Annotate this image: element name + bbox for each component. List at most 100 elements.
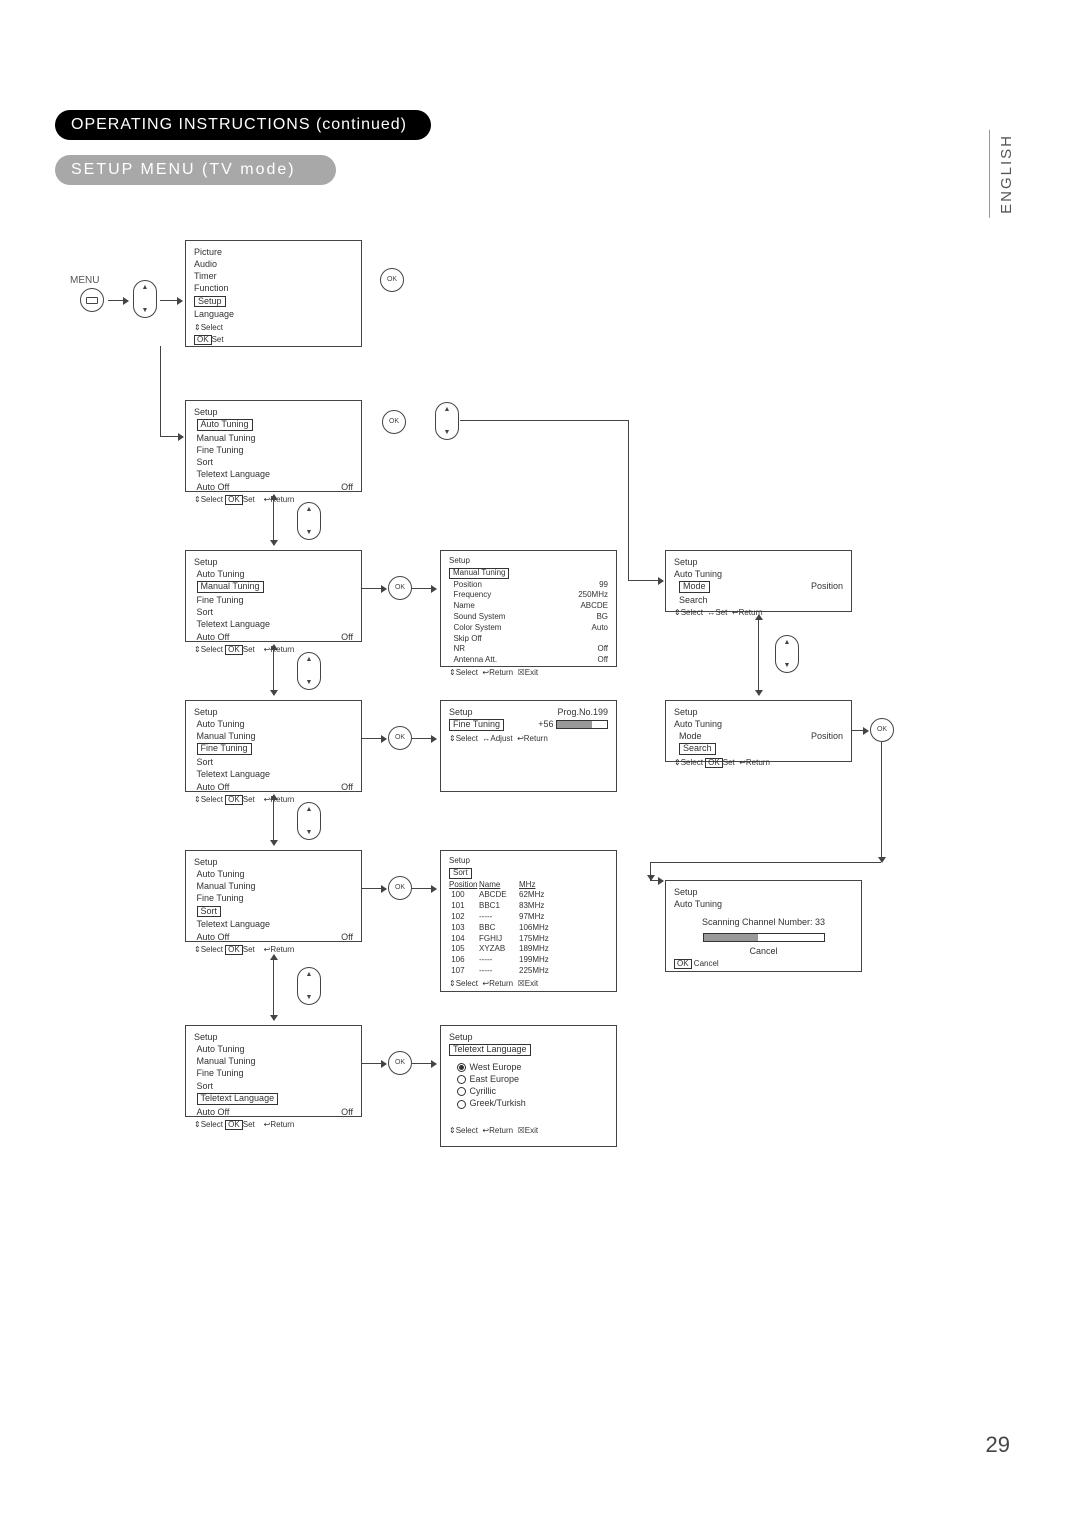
icon: ⇕ bbox=[449, 668, 456, 677]
item: Picture bbox=[194, 246, 353, 258]
k: Mode bbox=[679, 581, 710, 593]
label: Select bbox=[456, 1126, 478, 1135]
title: Setup bbox=[449, 1031, 608, 1043]
arrow bbox=[852, 730, 868, 731]
label: Select bbox=[456, 668, 478, 677]
menu-text: MENU bbox=[70, 275, 99, 286]
label: Exit bbox=[525, 979, 538, 988]
arrow-vert bbox=[758, 615, 759, 695]
item-highlight: Setup bbox=[194, 296, 226, 308]
ok-icon: OK bbox=[388, 576, 412, 600]
arrow bbox=[362, 888, 386, 889]
arrow bbox=[362, 1063, 386, 1064]
updown-icon bbox=[435, 402, 459, 440]
rows: Position99 Frequency250MHz NameABCDE Sou… bbox=[449, 580, 608, 666]
icon: OK bbox=[674, 959, 692, 969]
ok-icon: OK bbox=[388, 726, 412, 750]
connector bbox=[650, 862, 881, 863]
label: Select bbox=[456, 979, 478, 988]
exit-icon: ☒ bbox=[518, 668, 525, 677]
rows: West Europe East Europe Cyrillic Greek/T… bbox=[449, 1061, 608, 1110]
fine-tuning-box: SetupProg.No.199 Fine Tuning+56 ⇕Select … bbox=[440, 700, 617, 792]
arrow-vert bbox=[273, 495, 274, 545]
ok-icon: OK bbox=[388, 1051, 412, 1075]
rows: 100ABCDE62MHz 101BBC183MHz 102-----97MHz… bbox=[449, 890, 608, 976]
menu-main-box: Picture Audio Timer Function Setup Langu… bbox=[185, 240, 362, 347]
item: Function bbox=[194, 282, 353, 294]
label: Return bbox=[524, 734, 548, 743]
connector bbox=[628, 420, 629, 580]
col: Position bbox=[449, 880, 479, 891]
page-number: 29 bbox=[986, 1432, 1010, 1458]
item: Timer bbox=[194, 270, 353, 282]
connector bbox=[628, 580, 663, 581]
title: Setup bbox=[449, 856, 608, 867]
updown-icon bbox=[297, 502, 321, 540]
updown-icon bbox=[297, 652, 321, 690]
k: Search bbox=[679, 743, 716, 755]
label: Set bbox=[715, 608, 727, 617]
label: Select bbox=[456, 734, 478, 743]
arrow-vert bbox=[273, 955, 274, 1020]
col: MHz bbox=[519, 880, 559, 891]
header-black: OPERATING INSTRUCTIONS (continued) bbox=[55, 110, 431, 140]
updown-icon bbox=[297, 802, 321, 840]
updown-icon: ⇕ bbox=[194, 323, 201, 332]
k: Mode bbox=[679, 731, 702, 741]
title: Setup bbox=[449, 556, 608, 567]
cancel-label: Cancel bbox=[674, 945, 853, 957]
label: Cancel bbox=[694, 959, 719, 968]
v: Position bbox=[811, 730, 843, 742]
arrow bbox=[412, 888, 436, 889]
arrow bbox=[108, 300, 128, 301]
prog: Prog.No.199 bbox=[557, 706, 608, 718]
label: Select bbox=[681, 758, 703, 767]
icon: ↩ bbox=[739, 758, 746, 767]
icon: ⇕ bbox=[449, 734, 456, 743]
heading: Auto Tuning bbox=[674, 568, 843, 580]
heading: Fine Tuning bbox=[449, 719, 504, 731]
title: Setup bbox=[674, 556, 843, 568]
icon: ↩ bbox=[732, 608, 739, 617]
icon: ☒ bbox=[518, 1126, 525, 1135]
scan-text: Scanning Channel Number: 33 bbox=[674, 916, 853, 928]
title: Setup bbox=[674, 886, 853, 898]
heading: Teletext Language bbox=[449, 1044, 531, 1056]
scan-box: Setup Auto Tuning Scanning Channel Numbe… bbox=[665, 880, 862, 972]
icon: ⇕ bbox=[449, 979, 456, 988]
ok-icon: OK bbox=[194, 335, 212, 345]
sort-box: Setup Sort Position Name MHz 100ABCDE62M… bbox=[440, 850, 617, 992]
connector bbox=[881, 742, 882, 862]
icon: ⇕ bbox=[674, 608, 681, 617]
label: Select bbox=[201, 323, 223, 332]
value: +56 bbox=[538, 719, 553, 729]
ok-icon: OK bbox=[380, 268, 404, 292]
setup-box: Setup Auto Tuning Manual Tuning Fine Tun… bbox=[185, 850, 362, 942]
setup-box: Setup Auto Tuning Manual Tuning Fine Tun… bbox=[185, 700, 362, 792]
manual-tuning-box: Setup Manual Tuning Position99 Frequency… bbox=[440, 550, 617, 667]
label: Return bbox=[489, 979, 513, 988]
label: Exit bbox=[525, 668, 538, 677]
ok-icon: OK bbox=[388, 876, 412, 900]
icon: ⇕ bbox=[674, 758, 681, 767]
label: Adjust bbox=[490, 734, 512, 743]
arrow bbox=[362, 588, 386, 589]
connector bbox=[460, 420, 628, 421]
ok-icon: OK bbox=[870, 718, 894, 742]
col: Name bbox=[479, 880, 519, 891]
connector bbox=[650, 862, 663, 881]
k: Search bbox=[679, 595, 708, 605]
setup-box: Setup Auto Tuning Manual Tuning Fine Tun… bbox=[185, 550, 362, 642]
label: Select bbox=[681, 608, 703, 617]
arrow bbox=[412, 588, 436, 589]
ok-icon: OK bbox=[382, 410, 406, 434]
arrow bbox=[412, 1063, 436, 1064]
icon: ☒ bbox=[518, 979, 525, 988]
updown-icon bbox=[775, 635, 799, 673]
label: Return bbox=[489, 1126, 513, 1135]
item: Language bbox=[194, 308, 353, 320]
label: Set bbox=[212, 335, 224, 344]
teletext-box: Setup Teletext Language West Europe East… bbox=[440, 1025, 617, 1147]
icon: ⇕ bbox=[449, 1126, 456, 1135]
label: Return bbox=[489, 668, 513, 677]
